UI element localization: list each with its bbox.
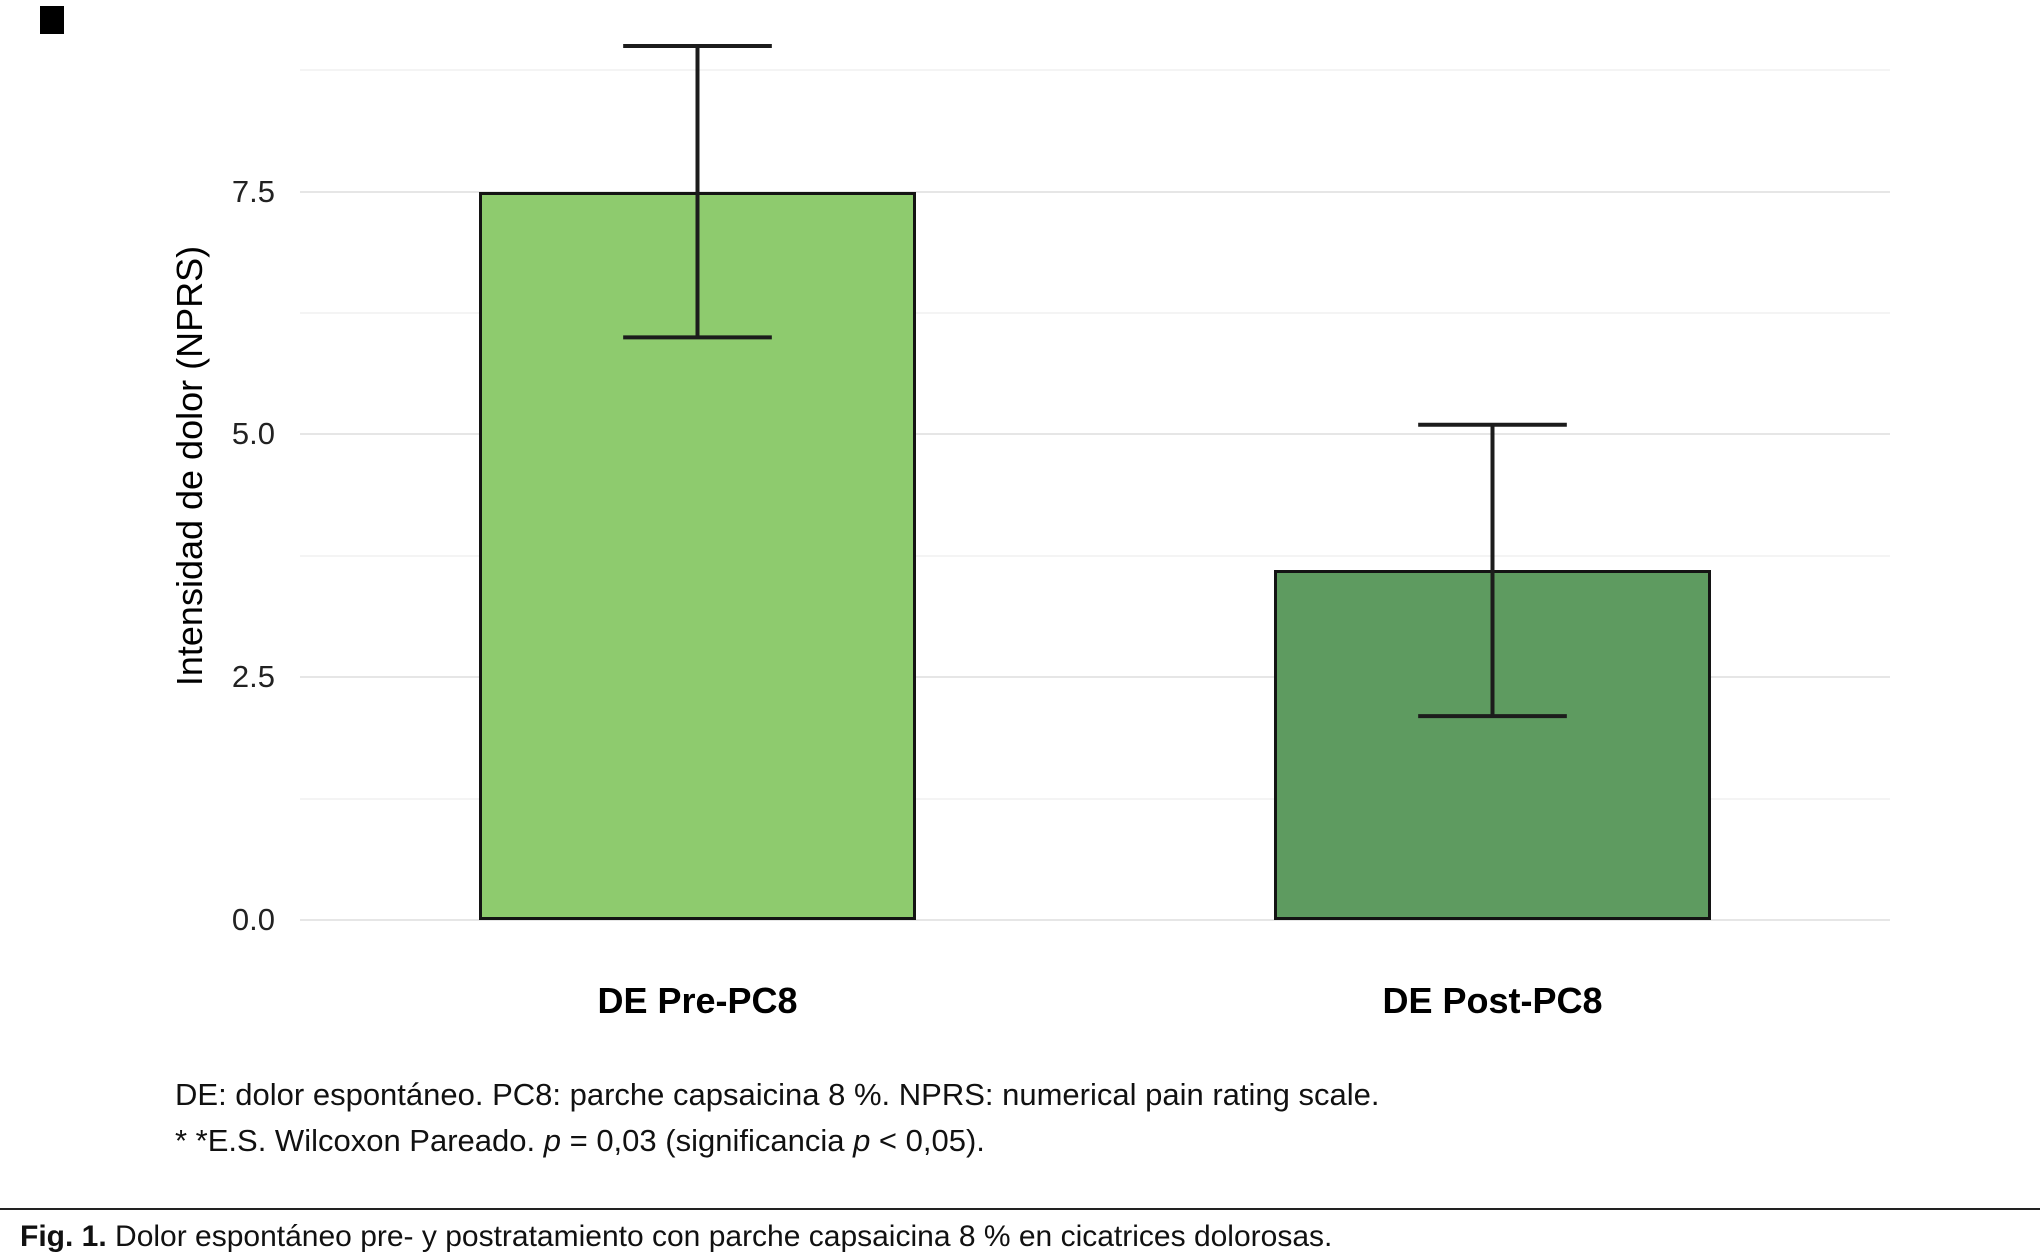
- note-segment: < 0,05).: [870, 1123, 985, 1158]
- y-tick-label: 7.5: [231, 173, 275, 209]
- p-symbol: p: [543, 1123, 561, 1158]
- plot-area: [300, 12, 1890, 921]
- major-gridline: [300, 433, 1890, 436]
- minor-gridline: [300, 797, 1890, 800]
- x-category-label: DE Post-PC8: [1382, 980, 1603, 1021]
- minor-gridline: [300, 554, 1890, 557]
- note-line-2: * *E.S. Wilcoxon Pareado. p = 0,03 (sign…: [175, 1118, 1379, 1164]
- major-gridline: [300, 676, 1890, 679]
- figure-label: Fig. 1.: [20, 1220, 107, 1253]
- note-segment: * *E.S. Wilcoxon Pareado.: [175, 1123, 544, 1158]
- major-gridline: [300, 190, 1890, 193]
- error-bars-layer: [623, 43, 1567, 719]
- y-tick-label: 5.0: [231, 416, 275, 452]
- major-gridline: [300, 919, 1890, 921]
- x-category-label: DE Pre-PC8: [597, 980, 798, 1021]
- figure-caption: Fig. 1. Dolor espontáneo pre- y postrata…: [20, 1220, 1332, 1254]
- y-tick-label: 0.0: [231, 902, 275, 937]
- chart-notes: DE: dolor espontáneo. PC8: parche capsai…: [175, 1072, 1379, 1164]
- minor-gridline: [300, 69, 1890, 72]
- y-tick-label: 2.5: [231, 659, 275, 695]
- figure-caption-text: Dolor espontáneo pre- y postratamiento c…: [106, 1220, 1333, 1253]
- note-segment: = 0,03 (significancia: [560, 1123, 854, 1158]
- p-symbol: p: [853, 1123, 871, 1158]
- figure-divider-line: [0, 1208, 2040, 1210]
- y-axis-title: Intensidad de dolor (NPRS): [169, 245, 210, 687]
- note-line-1: DE: dolor espontáneo. PC8: parche capsai…: [175, 1077, 1380, 1112]
- minor-gridline: [300, 312, 1890, 315]
- corner-mark: [40, 6, 64, 34]
